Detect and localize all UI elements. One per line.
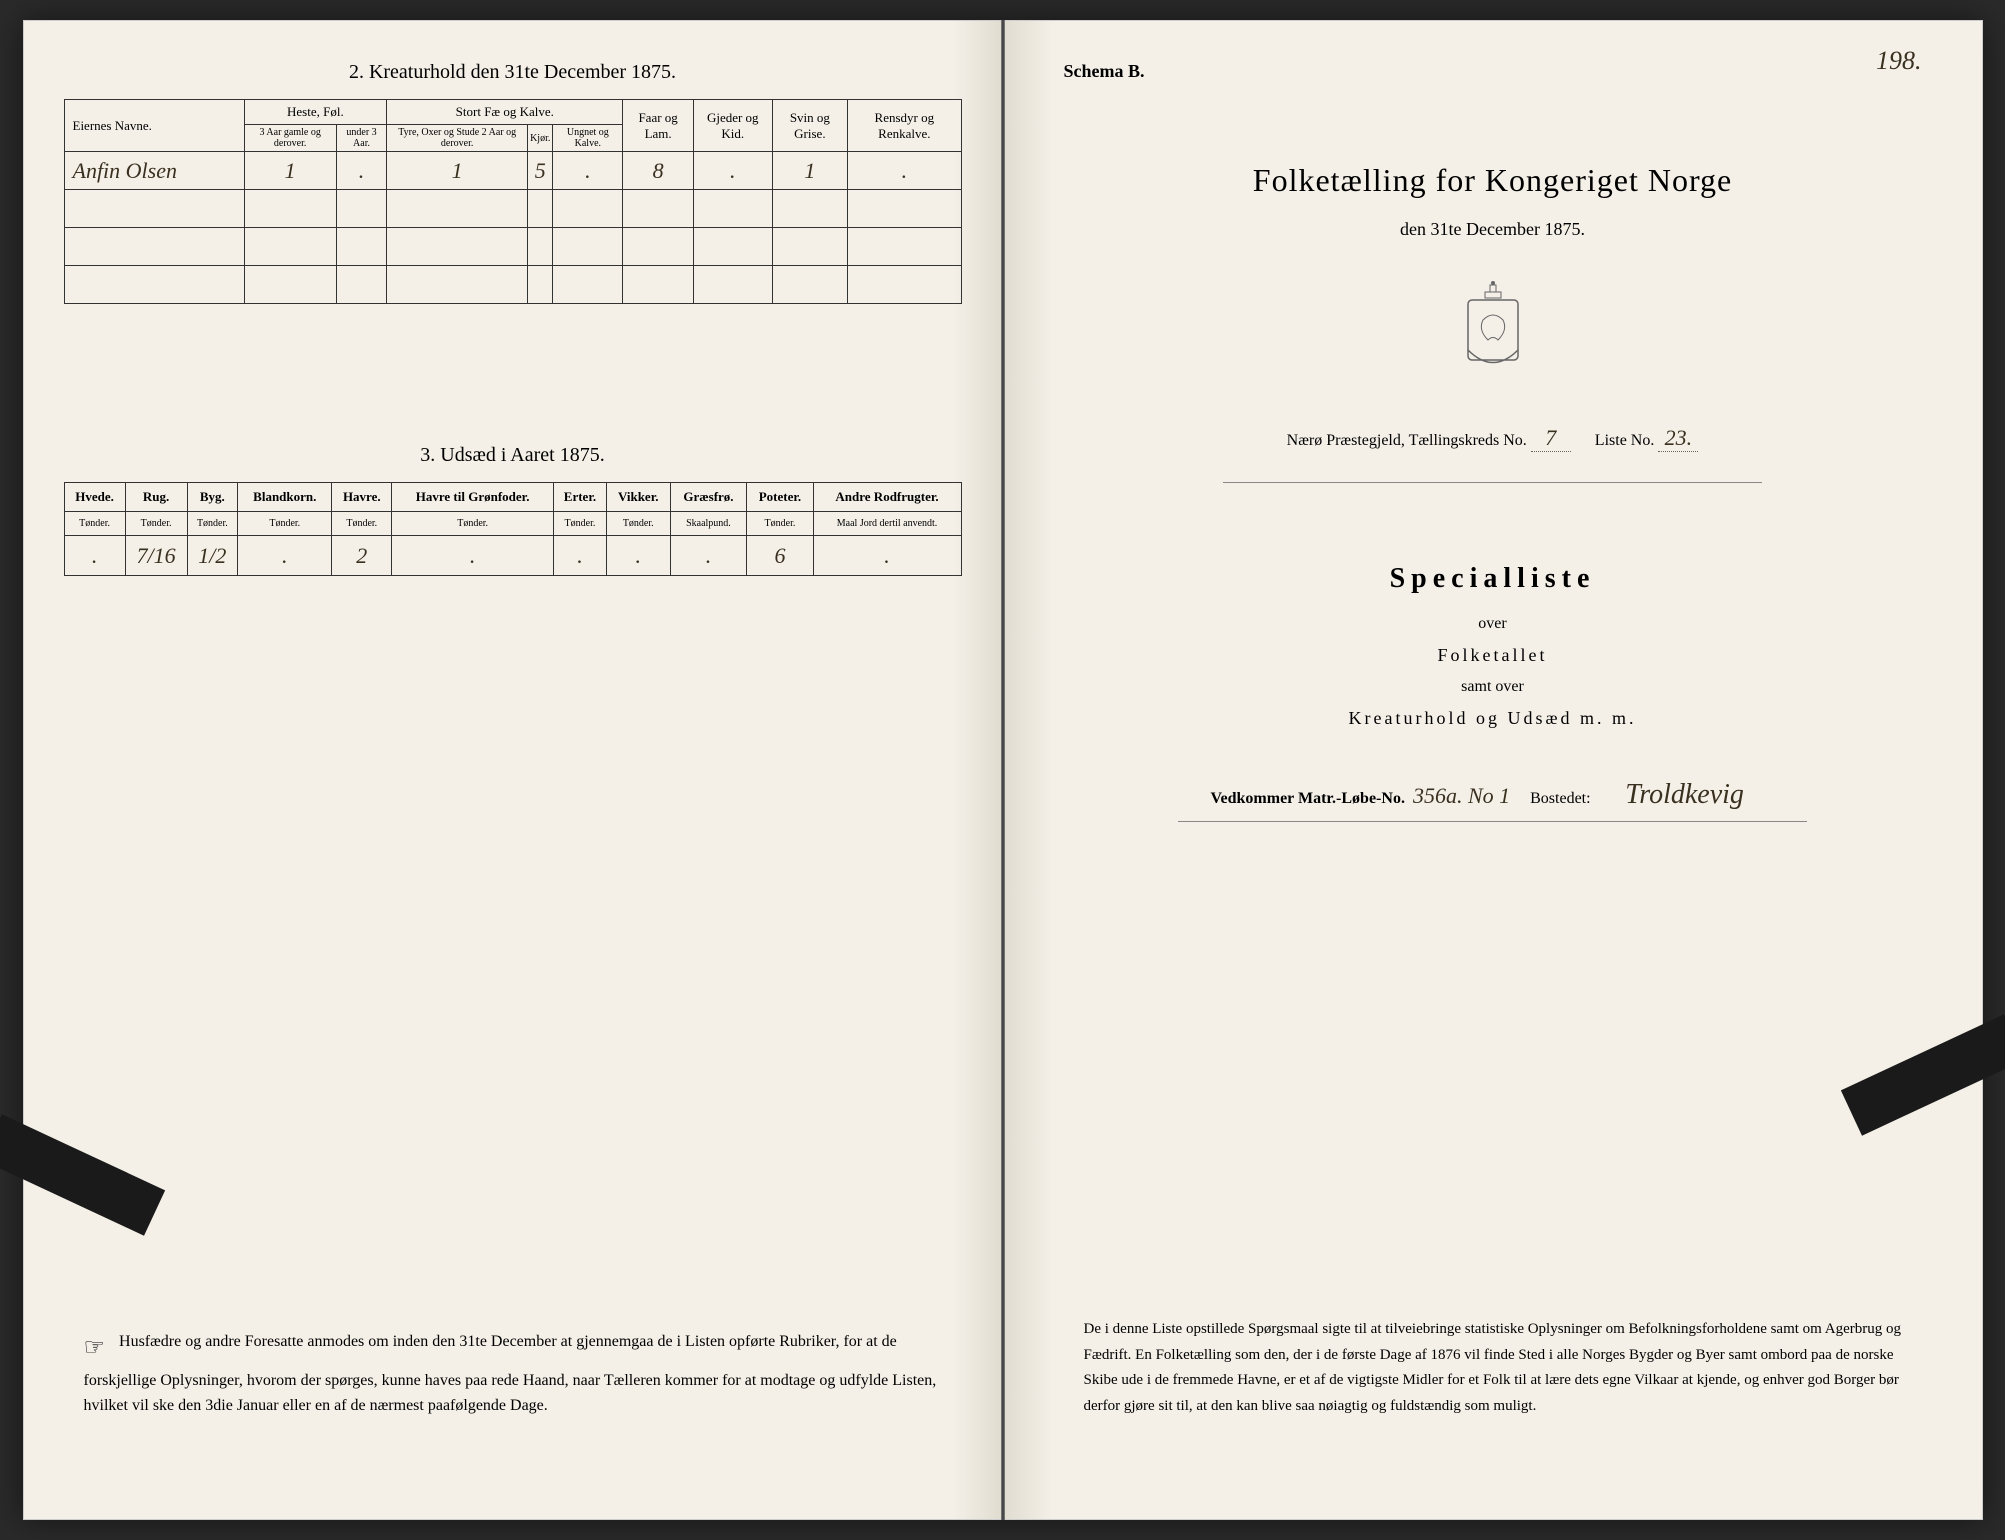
book-spine [1001,20,1005,1520]
cell-erter: . [554,536,607,576]
cell-andre: . [813,536,961,576]
kreaturhold-table: Eiernes Navne. Heste, Føl. Stort Fæ og K… [64,99,962,304]
table-row: . 7/16 1/2 . 2 . . . . 6 . [64,536,961,576]
col-vikker: Vikker. [606,483,670,512]
cell-stor3: . [553,152,623,190]
table-row [64,228,961,266]
udsaed-table: Hvede. Rug. Byg. Blandkorn. Havre. Havre… [64,482,962,576]
unit-vikker: Tønder. [606,512,670,536]
divider [1178,821,1807,822]
bosted-label: Bostedet: [1530,790,1590,807]
spec-over: over [1044,615,1942,633]
cell-faar: 8 [623,152,694,190]
col-graesfro: Græsfrø. [670,483,747,512]
col-erter: Erter. [554,483,607,512]
col-havre: Havre. [332,483,392,512]
col-heste-under3: under 3 Aar. [336,125,386,152]
col-blandkorn: Blandkorn. [238,483,332,512]
pointing-hand-icon: ☞ [84,1329,106,1367]
main-title: Folketælling for Kongeriget Norge [1044,162,1942,199]
unit-hvede: Tønder. [64,512,125,536]
matr-prefix: Vedkommer Matr.-Løbe-No. [1210,790,1405,807]
census-date: den 31te December 1875. [1044,219,1942,240]
cell-rug: 7/16 [125,536,187,576]
book-spread: 2. Kreaturhold den 31te December 1875. E… [23,20,1983,1520]
cell-svin: 1 [772,152,848,190]
cell-rensdyr: . [848,152,961,190]
schema-label: Schema B. [1064,61,1942,82]
unit-andre: Maal Jord dertil anvendt. [813,512,961,536]
cell-havre-gron: . [392,536,554,576]
matr-no: 356a. No 1 [1409,783,1514,809]
unit-blandkorn: Tønder. [238,512,332,536]
col-group-storfae: Stort Fæ og Kalve. [387,100,623,125]
col-stor-ungnet: Ungnet og Kalve. [553,125,623,152]
specialliste-title: Specialliste [1044,563,1942,595]
col-faar: Faar og Lam. [623,100,694,152]
col-hvede: Hvede. [64,483,125,512]
page-number: 198. [1876,46,1922,76]
col-poteter: Poteter. [747,483,813,512]
col-andre-rodfrugter: Andre Rodfrugter. [813,483,961,512]
table-row [64,266,961,304]
cell-graesfro: . [670,536,747,576]
table-row: Anfin Olsen 1 . 1 5 . 8 . 1 . [64,152,961,190]
col-rensdyr: Rensdyr og Renkalve. [848,100,961,152]
cell-stor2: 5 [528,152,553,190]
specialliste-block: Specialliste over Folketallet samt over … [1044,563,1942,729]
col-heste-3aar: 3 Aar gamle og derover. [244,125,336,152]
col-svin: Svin og Grise. [772,100,848,152]
col-stor-kjor: Kjør. [528,125,553,152]
unit-rug: Tønder. [125,512,187,536]
divider [1223,482,1762,483]
cell-stor1: 1 [387,152,528,190]
unit-graesfro: Skaalpund. [670,512,747,536]
parish-prefix: Nærø Præstegjeld, Tællingskreds No. [1287,432,1527,449]
parish-line: Nærø Præstegjeld, Tællingskreds No. 7 Li… [1044,425,1942,452]
footer-text: Husfædre og andre Foresatte anmodes om i… [84,1333,937,1414]
left-page: 2. Kreaturhold den 31te December 1875. E… [23,20,1003,1520]
table-row [64,190,961,228]
liste-label: Liste No. [1595,432,1655,449]
cell-heste1: 1 [244,152,336,190]
cell-name: Anfin Olsen [64,152,244,190]
cell-havre: 2 [332,536,392,576]
cell-poteter: 6 [747,536,813,576]
liste-no: 23. [1658,425,1698,452]
matr-line: Vedkommer Matr.-Løbe-No. 356a. No 1 Bost… [1044,779,1942,811]
unit-erter: Tønder. [554,512,607,536]
col-eiernes-navne: Eiernes Navne. [64,100,244,152]
right-page: Schema B. 198. Folketælling for Kongerig… [1003,20,1983,1520]
right-footer-note: De i denne Liste opstillede Spørgsmaal s… [1084,1317,1902,1419]
unit-poteter: Tønder. [747,512,813,536]
cell-hvede: . [64,536,125,576]
section3-title: 3. Udsæd i Aaret 1875. [64,444,962,467]
col-group-heste: Heste, Føl. [244,100,387,125]
cell-vikker: . [606,536,670,576]
cell-byg: 1/2 [187,536,238,576]
section2-title: 2. Kreaturhold den 31te December 1875. [64,61,962,84]
coat-of-arms-icon [1044,280,1942,385]
unit-havre: Tønder. [332,512,392,536]
udsaed-section: 3. Udsæd i Aaret 1875. Hvede. Rug. Byg. … [64,444,962,576]
unit-havre-gron: Tønder. [392,512,554,536]
cell-heste2: . [336,152,386,190]
cell-gjeder: . [693,152,772,190]
col-byg: Byg. [187,483,238,512]
col-havre-gronfoder: Havre til Grønfoder. [392,483,554,512]
cell-blandkorn: . [238,536,332,576]
spec-samt-over: samt over [1044,678,1942,696]
left-footer-note: ☞ Husfædre og andre Foresatte anmodes om… [84,1329,942,1419]
col-rug: Rug. [125,483,187,512]
col-gjeder: Gjeder og Kid. [693,100,772,152]
spec-folketallet: Folketallet [1044,645,1942,666]
kreds-no: 7 [1531,425,1571,452]
bosted-value: Troldkevig [1595,779,1775,811]
spec-kreaturhold: Kreaturhold og Udsæd m. m. [1044,708,1942,729]
unit-byg: Tønder. [187,512,238,536]
col-stor-tyre: Tyre, Oxer og Stude 2 Aar og derover. [387,125,528,152]
